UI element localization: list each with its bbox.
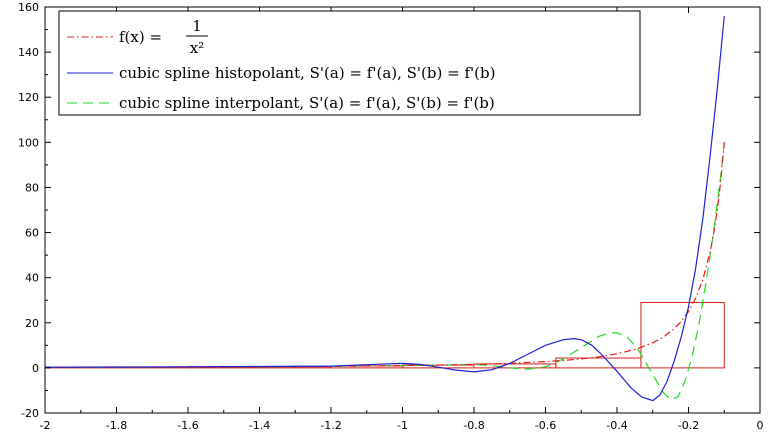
x-tick-label: -1.6	[177, 419, 198, 432]
y-tick-label: 160	[18, 1, 39, 14]
histogram-boxes	[44, 301, 725, 369]
y-tick-label: 20	[25, 317, 39, 330]
legend-label-f-lhs: f(x) =	[119, 28, 162, 46]
x-tick-label: -1	[397, 419, 408, 432]
y-tick-label: 100	[18, 136, 39, 149]
x-tick-label: -0.6	[535, 419, 556, 432]
x-tick-label: -1.2	[320, 419, 341, 432]
x-tick-label: 0	[757, 419, 764, 432]
y-tick-label: 140	[18, 46, 39, 59]
y-tick-label: 40	[25, 272, 39, 285]
x-tick-label: -1.8	[106, 419, 127, 432]
legend-label-interpolant: cubic spline interpolant, S'(a) = f'(a),…	[119, 94, 495, 112]
histogram-box	[640, 301, 725, 369]
x-axis: -2 -1.8 -1.6 -1.4 -1.2 -1 -0.8 -0.6 -0.4 -0.2 0	[40, 7, 764, 432]
legend-label-histopolant: cubic spline histopolant, S'(a) = f'(a),…	[119, 64, 495, 82]
legend-label-f-num: 1	[192, 17, 202, 35]
y-tick-label: 80	[25, 181, 39, 194]
series-line	[44, 142, 725, 368]
x-tick-label: -0.2	[678, 419, 699, 432]
legend-label-f-den: x²	[190, 39, 204, 57]
y-axis: -20 0 20 40 60 80 100 120 140 160	[18, 1, 760, 420]
legend-box	[58, 10, 641, 116]
series-lines	[44, 15, 725, 402]
y-tick-label: 60	[25, 227, 39, 240]
x-tick-label: -2	[40, 419, 51, 432]
y-tick-label: 0	[32, 362, 39, 375]
series-line	[44, 15, 725, 402]
x-tick-label: -0.8	[463, 419, 484, 432]
series-line	[44, 142, 725, 401]
legend: f(x) = 1 x² cubic spline histopolant, S'…	[58, 10, 641, 116]
y-tick-label: 120	[18, 91, 39, 104]
y-tick-label: -20	[21, 407, 39, 420]
x-tick-label: -1.4	[249, 419, 270, 432]
x-tick-label: -0.4	[606, 419, 627, 432]
